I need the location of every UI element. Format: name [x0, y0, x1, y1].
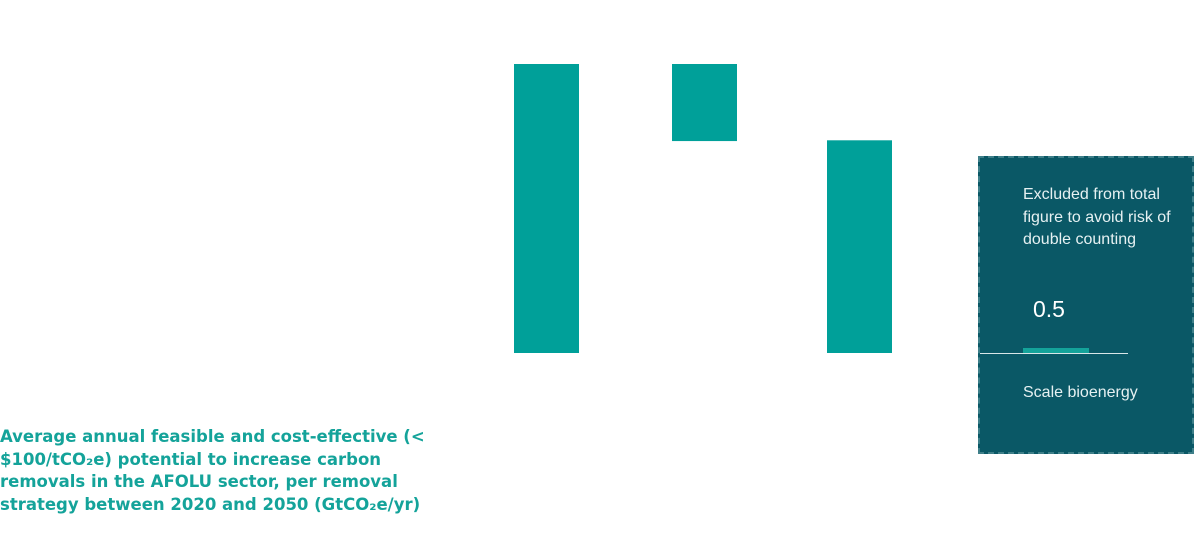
- bar-2: [672, 64, 737, 142]
- bar-1: [514, 64, 579, 353]
- excluded-box: Excluded from total figure to avoid risk…: [978, 156, 1194, 454]
- excluded-note: Excluded from total figure to avoid risk…: [1023, 186, 1171, 248]
- excluded-label: Scale bioenergy: [1023, 384, 1138, 401]
- excluded-value: 0.5: [1033, 296, 1065, 322]
- excluded-bar: [1023, 348, 1089, 353]
- chart-caption: Average annual feasible and cost-effecti…: [0, 427, 425, 514]
- excluded-baseline: [980, 353, 1128, 354]
- bar-3: [827, 140, 892, 353]
- bars-group: [514, 64, 892, 353]
